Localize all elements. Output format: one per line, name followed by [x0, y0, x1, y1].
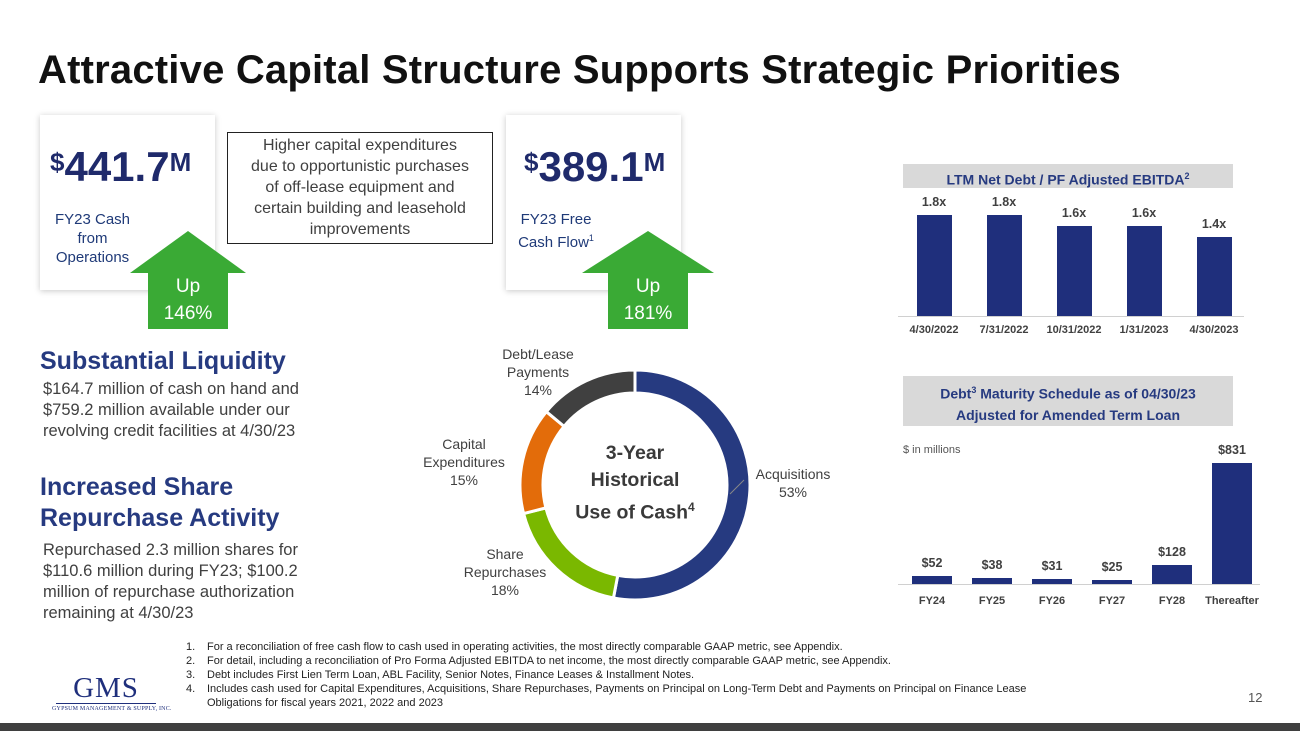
- maturity-bar-chart: $52 FY24 $38 FY25 $31 FY26 $25 FY27 $128 FY28 $831…: [898, 440, 1268, 610]
- kpi-label: FY23 Free Cash Flow1: [518, 211, 594, 251]
- page-number: 12: [1248, 690, 1263, 705]
- bar-value-label: 1.8x: [991, 195, 1017, 209]
- bar-1: [986, 215, 1022, 316]
- footnotes: 1. For a reconciliation of free cash flow…: [186, 640, 1146, 710]
- donut-label-share-repurchases: Share Repurchases 18%: [463, 546, 547, 598]
- bar-3: [1092, 580, 1132, 584]
- bar-value-label: 1.6x: [1061, 206, 1087, 221]
- bar-category-label: 10/31/2022: [1046, 324, 1102, 336]
- bar-category-label: 1/31/2023: [1119, 324, 1169, 336]
- donut-label-acquisitions: Acquisitions 53%: [755, 466, 831, 500]
- bar-value-label: $52: [921, 556, 943, 571]
- acquisitions-leader-line: [729, 479, 745, 495]
- bar-0: [912, 576, 952, 584]
- maturity-axis-line: [898, 584, 1260, 585]
- bar-value-label: $31: [1041, 559, 1063, 574]
- liquidity-text: $164.7 million of cash on hand and $759.…: [43, 380, 299, 440]
- donut-label-debt-lease-payments: Debt/Lease Payments 14%: [502, 346, 574, 398]
- bar-category-label: 7/31/2022: [979, 324, 1029, 336]
- kpi-card-cash-from-operations: $441.7M FY23 Cash from Operations: [40, 115, 215, 290]
- kpi-label: FY23 Cash from Operations: [54, 211, 131, 266]
- donut-slice-2: [518, 409, 567, 516]
- bar-2: [1056, 226, 1092, 316]
- donut-center-label: 3-Year Historical Use of Cash4: [575, 442, 695, 524]
- gms-logo: GMS GYPSUM MANAGEMENT & SUPPLY, INC.: [52, 672, 172, 713]
- bar-4: [1152, 565, 1192, 584]
- bar-value-label: $831: [1218, 443, 1246, 457]
- bar-value-label: 1.8x: [921, 195, 947, 209]
- leverage-bar-chart: 1.8x 4/30/2022 1.8x 7/31/2022 1.6x 10/31/2022…: [898, 190, 1258, 340]
- bar-category-label: FY28: [1158, 595, 1186, 607]
- footnote-4: 4. Includes cash used for Capital Expendi…: [186, 683, 1027, 709]
- bar-category-label: FY26: [1038, 595, 1066, 607]
- footnote-2: 2. For detail, including a reconciliation…: [186, 655, 891, 667]
- bar-0: [916, 215, 952, 316]
- kpi-value: $389.1M: [524, 143, 666, 190]
- bar-4: [1196, 237, 1232, 316]
- bar-value-label: $38: [981, 558, 1003, 573]
- bar-1: [972, 578, 1012, 584]
- bar-value-label: $25: [1101, 560, 1123, 575]
- bar-5: [1212, 463, 1252, 584]
- footnote-1: 1. For a reconciliation of free cash flow…: [186, 641, 843, 653]
- maturity-chart-title: Debt3 Maturity Schedule as of 04/30/23 A…: [903, 376, 1233, 426]
- bar-category-label: FY27: [1098, 595, 1126, 607]
- kpi-value: $441.7M: [50, 143, 192, 190]
- capex-note-box: Higher capital expenditures due to oppor…: [227, 132, 493, 244]
- bar-category-label: FY24: [918, 595, 946, 607]
- up-arrow-icon: Up 181%: [582, 231, 714, 329]
- bar-value-label: 1.4x: [1201, 217, 1227, 232]
- bar-value-label: $128: [1158, 545, 1186, 560]
- slide-title: Attractive Capital Structure Supports St…: [38, 48, 1121, 92]
- donut-slice-3: [544, 368, 637, 429]
- repurchase-heading: Increased Share Repurchase Activity: [40, 473, 280, 532]
- bar-category-label: Thereafter: [1205, 595, 1259, 607]
- bar-3: [1126, 226, 1162, 316]
- bar-category-label: FY25: [978, 595, 1006, 607]
- donut-label-capital-expenditures: Capital Expenditures 15%: [423, 436, 505, 488]
- bar-2: [1032, 579, 1072, 584]
- bar-category-label: 4/30/2022: [909, 324, 959, 336]
- bottom-bar: [0, 723, 1300, 731]
- liquidity-heading: Substantial Liquidity: [40, 347, 286, 375]
- footnote-3: 3. Debt includes First Lien Term Loan, AB…: [186, 669, 695, 681]
- repurchase-text: Repurchased 2.3 million shares for $110.…: [43, 541, 298, 622]
- maturity-unit-note: $ in millions: [903, 444, 961, 456]
- bar-value-label: 1.6x: [1131, 206, 1157, 221]
- leverage-chart-title: LTM Net Debt / PF Adjusted EBITDA2: [903, 164, 1233, 188]
- bar-category-label: 4/30/2023: [1189, 324, 1239, 336]
- leverage-axis-line: [898, 316, 1244, 317]
- use-of-cash-donut-chart: [518, 368, 752, 602]
- up-arrow-icon: Up 146%: [130, 231, 246, 329]
